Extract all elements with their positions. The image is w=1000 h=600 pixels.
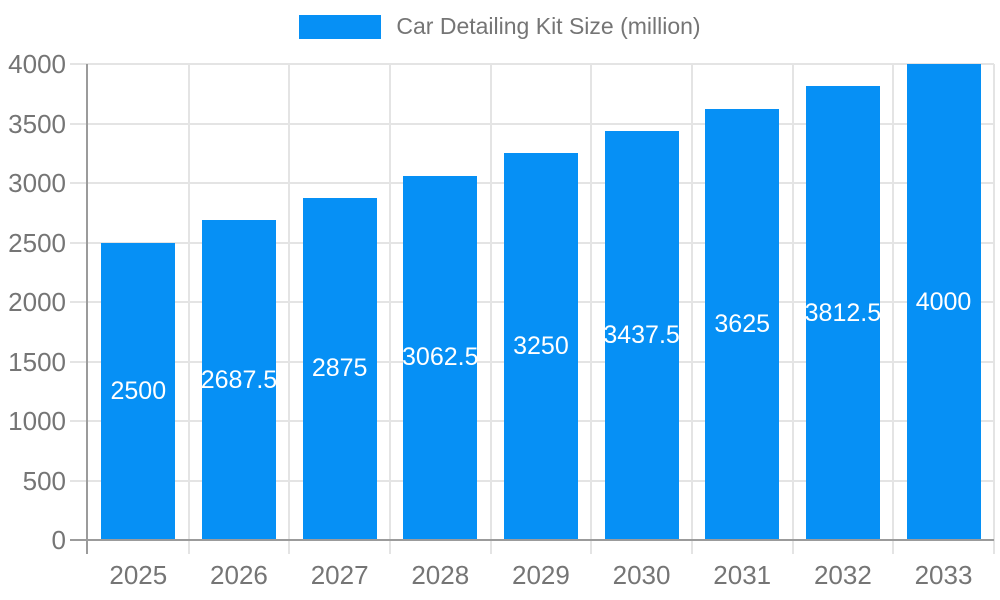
bar-value-label-2032: 3812.5 xyxy=(804,298,882,327)
x-tick-label-2032: 2032 xyxy=(813,560,872,590)
h-gridline-3500 xyxy=(70,122,994,125)
legend[interactable]: Car Detailing Kit Size (million) xyxy=(0,13,1000,41)
bar-2029[interactable]: 3250 xyxy=(503,153,578,540)
bar-2028[interactable]: 3062.5 xyxy=(402,175,479,540)
x-tick-label-2033: 2033 xyxy=(914,560,973,590)
v-gridline-8 xyxy=(892,64,895,554)
bar-value-label-2025: 2500 xyxy=(110,376,167,405)
bar-value-label-2026: 2687.5 xyxy=(200,365,278,394)
legend-series-label: Car Detailing Kit Size (million) xyxy=(396,13,701,39)
bar-value-label-2027: 2875 xyxy=(311,354,368,383)
y-tick-label-3000: 3000 xyxy=(8,168,66,198)
x-tick-label-2029: 2029 xyxy=(512,560,570,590)
bar-2030[interactable]: 3437.5 xyxy=(603,130,680,540)
x-tick-label-2025: 2025 xyxy=(109,560,168,590)
v-gridline-6 xyxy=(690,64,693,554)
x-axis-line xyxy=(70,539,994,541)
x-tick-label-2030: 2030 xyxy=(612,560,671,590)
bar-value-label-2033: 4000 xyxy=(915,287,972,316)
x-tick-label-2031: 2031 xyxy=(713,560,772,590)
bar-2025[interactable]: 2500 xyxy=(101,242,176,540)
bar-2026[interactable]: 2687.5 xyxy=(200,220,278,540)
y-tick-label-0: 0 xyxy=(51,525,66,555)
bar-2031[interactable]: 3625 xyxy=(705,108,780,540)
bar-value-label-2028: 3062.5 xyxy=(402,343,479,372)
y-tick-label-2000: 2000 xyxy=(8,287,66,317)
v-gridline-4 xyxy=(489,64,492,554)
v-gridline-9 xyxy=(992,64,995,554)
v-gridline-5 xyxy=(590,64,593,554)
y-tick-label-2500: 2500 xyxy=(8,227,66,258)
x-tick-label-2026: 2026 xyxy=(210,560,268,590)
bar-value-label-2029: 3250 xyxy=(513,332,569,361)
y-tick-label-1500: 1500 xyxy=(8,346,66,377)
y-tick-label-3500: 3500 xyxy=(8,108,66,139)
bar-value-label-2030: 3437.5 xyxy=(603,320,680,349)
v-gridline-2 xyxy=(288,64,291,554)
y-axis-line xyxy=(86,64,88,554)
bar-2027[interactable]: 2875 xyxy=(302,197,377,540)
x-tick-label-2028: 2028 xyxy=(411,560,470,590)
v-gridline-3 xyxy=(388,64,391,554)
bar-2033[interactable]: 4000 xyxy=(906,64,981,540)
v-gridline-7 xyxy=(791,64,794,554)
bar-2032[interactable]: 3812.5 xyxy=(804,86,882,540)
y-tick-label-4000: 4000 xyxy=(8,49,66,79)
y-tick-label-1000: 1000 xyxy=(8,406,66,436)
x-tick-label-2027: 2027 xyxy=(310,560,369,590)
legend-swatch[interactable] xyxy=(299,14,382,39)
y-tick-label-500: 500 xyxy=(22,465,66,496)
bar-value-label-2031: 3625 xyxy=(714,309,771,338)
h-gridline-4000 xyxy=(70,63,994,65)
v-gridline-1 xyxy=(187,64,190,554)
